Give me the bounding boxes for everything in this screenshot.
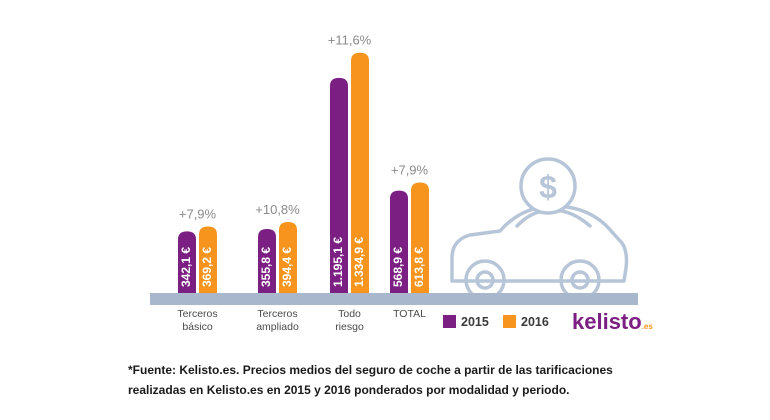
bar-2016-3	[411, 182, 429, 293]
value-label-2016-2: 1.334,9 €	[352, 237, 366, 287]
change-label-3: +7,9%	[391, 163, 429, 178]
footnote-line-2: realizadas en Kelisto.es en 2015 y 2016 …	[128, 383, 570, 397]
category-label-2: riesgo	[335, 321, 364, 333]
category-label-3: TOTAL	[393, 308, 426, 320]
legend-swatch-2015	[443, 315, 456, 328]
bar-2015-2	[330, 77, 348, 293]
footnote-line-1: *Fuente: Kelisto.es. Precios medios del …	[128, 363, 613, 377]
category-label-1: Terceros	[257, 308, 297, 320]
bar-2015-3	[390, 190, 408, 293]
category-label-1: ampliado	[256, 321, 299, 333]
change-label-0: +7,9%	[179, 207, 217, 222]
bar-2015-0	[178, 231, 196, 293]
change-label-1: +10,8%	[255, 202, 300, 217]
bar-chart: $ 342,1 €369,2 €+7,9%Tercerosbásico355,8…	[150, 33, 653, 334]
value-label-2016-1: 394,4 €	[280, 247, 294, 287]
bar-2015-1	[258, 228, 276, 293]
value-label-2016-3: 613,8 €	[412, 247, 426, 287]
svg-text:$: $	[539, 169, 557, 205]
car-with-dollar-coin-icon: $	[450, 157, 629, 301]
value-label-2015-2: 1.195,1 €	[331, 237, 345, 287]
bar-2016-0	[199, 226, 217, 293]
value-label-2016-0: 369,2 €	[200, 247, 214, 287]
legend-swatch-2016	[503, 315, 516, 328]
brand-logo: kelisto.es	[572, 309, 653, 334]
value-label-2015-3: 568,9 €	[391, 247, 405, 287]
change-label-2: +11,6%	[328, 33, 372, 48]
bar-2016-1	[279, 222, 297, 293]
ground-strip	[150, 293, 638, 305]
value-label-2015-1: 355,8 €	[259, 247, 273, 287]
category-label-0: Terceros	[177, 308, 217, 320]
value-label-2015-0: 342,1 €	[179, 247, 193, 287]
legend-label-2016: 2016	[521, 315, 549, 329]
footnote: *Fuente: Kelisto.es. Precios medios del …	[128, 360, 688, 400]
category-label-0: básico	[182, 321, 213, 333]
bar-2016-2	[351, 52, 369, 293]
category-label-2: Todo	[338, 308, 361, 320]
legend-label-2015: 2015	[461, 315, 489, 329]
